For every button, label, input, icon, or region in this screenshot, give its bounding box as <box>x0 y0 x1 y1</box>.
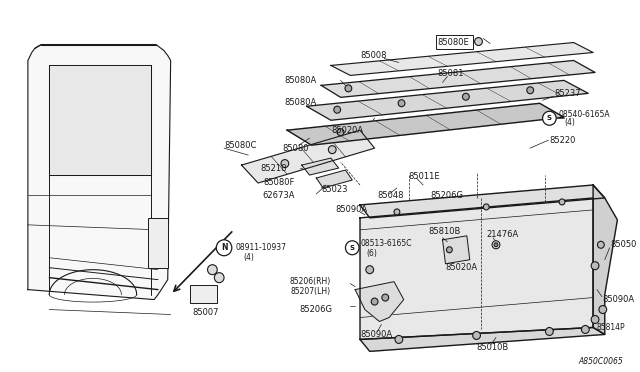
Text: 85090A: 85090A <box>603 295 635 304</box>
Text: 85206G: 85206G <box>300 305 333 314</box>
Circle shape <box>334 106 340 113</box>
Text: A850C0065: A850C0065 <box>579 357 623 366</box>
Circle shape <box>366 266 374 274</box>
Text: S: S <box>547 115 552 121</box>
Circle shape <box>394 209 400 215</box>
Text: 08513-6165C: 08513-6165C <box>361 239 413 248</box>
Text: 85237: 85237 <box>554 89 581 98</box>
Text: 85011E: 85011E <box>408 171 440 180</box>
Circle shape <box>216 240 232 256</box>
Polygon shape <box>49 65 151 175</box>
Text: N: N <box>221 243 227 252</box>
Circle shape <box>214 273 224 283</box>
Polygon shape <box>316 170 352 188</box>
Circle shape <box>591 315 599 324</box>
Text: 85814P: 85814P <box>596 323 625 332</box>
Text: 85080F: 85080F <box>264 177 295 186</box>
Text: 85020A: 85020A <box>331 126 363 135</box>
Polygon shape <box>301 158 339 175</box>
Text: 08540-6165A: 08540-6165A <box>558 110 610 119</box>
Circle shape <box>207 265 217 275</box>
Circle shape <box>345 85 352 92</box>
Polygon shape <box>321 61 595 97</box>
Text: 85080A: 85080A <box>284 76 316 85</box>
Text: 85020A: 85020A <box>445 263 477 272</box>
Circle shape <box>328 146 336 154</box>
Circle shape <box>382 294 388 301</box>
FancyBboxPatch shape <box>190 285 217 302</box>
Circle shape <box>483 204 489 210</box>
Polygon shape <box>593 185 618 334</box>
Text: 85206(RH): 85206(RH) <box>290 277 331 286</box>
Circle shape <box>559 199 565 205</box>
FancyBboxPatch shape <box>436 35 473 48</box>
Polygon shape <box>360 327 605 352</box>
Circle shape <box>543 111 556 125</box>
Text: 85080A: 85080A <box>284 98 316 107</box>
Circle shape <box>447 247 452 253</box>
Circle shape <box>463 93 469 100</box>
Text: 21476A: 21476A <box>486 230 518 239</box>
Polygon shape <box>287 103 564 145</box>
Text: 85048: 85048 <box>378 192 404 201</box>
Circle shape <box>492 241 500 249</box>
Polygon shape <box>360 198 593 339</box>
Text: 85810B: 85810B <box>428 227 460 236</box>
Text: 85090A: 85090A <box>336 205 368 214</box>
Text: S: S <box>349 245 355 251</box>
Circle shape <box>473 331 481 339</box>
Polygon shape <box>331 42 593 76</box>
Text: 85080E: 85080E <box>438 38 470 47</box>
Circle shape <box>527 87 534 94</box>
Text: 85050: 85050 <box>611 240 637 249</box>
Text: 85207(LH): 85207(LH) <box>291 287 331 296</box>
Text: (6): (6) <box>367 249 378 258</box>
Circle shape <box>599 305 607 314</box>
Polygon shape <box>355 282 404 321</box>
Text: 85218: 85218 <box>260 164 287 173</box>
Text: 85008: 85008 <box>360 51 387 60</box>
Text: 85080: 85080 <box>282 144 309 153</box>
Circle shape <box>545 327 553 336</box>
Text: 85007: 85007 <box>192 308 218 317</box>
Circle shape <box>398 100 405 107</box>
Text: 85220: 85220 <box>549 136 576 145</box>
Circle shape <box>337 129 344 136</box>
Circle shape <box>395 336 403 343</box>
Circle shape <box>591 262 599 270</box>
Circle shape <box>494 243 498 247</box>
Text: 85090A: 85090A <box>360 330 392 339</box>
Polygon shape <box>241 130 374 183</box>
Text: 08911-10937: 08911-10937 <box>236 243 287 252</box>
Text: 85081: 85081 <box>438 69 464 78</box>
Text: 85080C: 85080C <box>224 141 257 150</box>
Circle shape <box>346 241 359 255</box>
Text: 62673A: 62673A <box>262 192 295 201</box>
Circle shape <box>598 241 604 248</box>
Polygon shape <box>28 45 171 299</box>
Text: 85023: 85023 <box>321 186 348 195</box>
Polygon shape <box>443 236 470 264</box>
Polygon shape <box>360 185 605 218</box>
Circle shape <box>371 298 378 305</box>
Polygon shape <box>307 80 588 120</box>
Text: (4): (4) <box>564 118 575 127</box>
Bar <box>148 218 168 268</box>
Text: 85206G: 85206G <box>430 192 463 201</box>
Circle shape <box>475 38 483 45</box>
Circle shape <box>582 326 589 333</box>
Circle shape <box>281 160 289 167</box>
Text: (4): (4) <box>243 253 254 262</box>
Text: 85010B: 85010B <box>477 343 509 352</box>
